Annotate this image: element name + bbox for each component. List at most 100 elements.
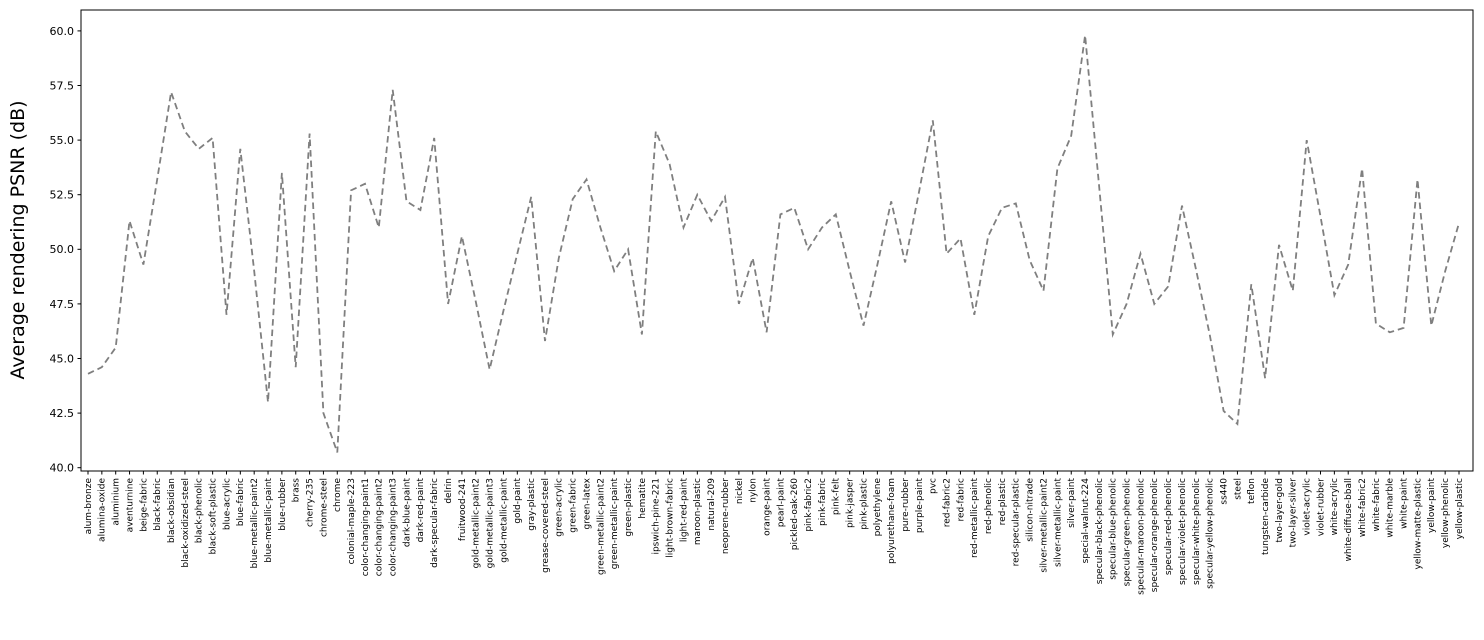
x-tick-label: alumina-oxide (98, 478, 108, 542)
x-tick-label: gold-metallic-paint (499, 478, 509, 563)
y-axis-ticks: 40.0 42.5 45.0 47.5 50.0 52.5 55.0 57.5 60.0 (50, 25, 81, 475)
x-tick-label: color-changing-paint3 (389, 478, 399, 576)
x-tick-label: red-specular-plastic (1012, 478, 1022, 566)
x-tick-label: black-obsidian (167, 478, 177, 543)
x-tick-label: alum-bronze (84, 478, 94, 535)
x-tick-label: green-metallic-paint2 (596, 478, 606, 575)
x-tick-label: black-oxidized-steel (181, 478, 191, 568)
x-tick-label: red-plastic (998, 478, 1008, 525)
x-tick-label: color-changing-paint2 (375, 478, 385, 576)
x-tick-label: black-soft-plastic (209, 478, 219, 555)
x-tick-label: dark-red-paint (416, 478, 426, 543)
x-tick-label: orange-paint (762, 478, 772, 536)
x-tick-label: pickled-oak-260 (790, 478, 800, 550)
y-tick-label: 47.5 (50, 298, 75, 311)
x-tick-label: white-diffuse-bball (1344, 478, 1354, 561)
x-tick-label: green-fabric (569, 478, 579, 533)
x-tick-label: red-phenolic (984, 478, 994, 534)
plot-border (80, 9, 1474, 472)
x-tick-label: aluminium (112, 478, 122, 526)
x-tick-label: specular-blue-phenolic (1109, 478, 1119, 580)
x-tick-label: specular-green-phenolic (1123, 478, 1133, 586)
x-tick-label: color-changing-paint1 (361, 478, 371, 576)
y-tick-label: 40.0 (50, 462, 75, 475)
y-axis-label: Average rendering PSNR (dB) (7, 100, 29, 379)
x-tick-label: polyethylene (873, 478, 883, 537)
x-tick-label: natural-209 (707, 478, 717, 531)
x-tick-label: white-fabric2 (1358, 478, 1368, 537)
x-tick-label: special-walnut-224 (1081, 478, 1091, 564)
x-tick-label: yellow-paint (1427, 478, 1437, 533)
x-tick-label: pink-jasper (846, 478, 856, 528)
x-tick-label: yellow-plastic (1455, 478, 1465, 539)
x-tick-label: pink-fabric (818, 478, 828, 526)
x-tick-label: specular-violet-phenolic (1178, 478, 1188, 585)
x-tick-label: specular-red-phenolic (1164, 478, 1174, 575)
x-tick-label: pink-plastic (859, 478, 869, 530)
x-tick-label: nickel (735, 478, 745, 504)
x-tick-label: violet-rubber (1316, 478, 1326, 537)
x-tick-label: specular-orange-phenolic (1150, 478, 1160, 592)
x-tick-label: pearl-paint (776, 478, 786, 528)
x-tick-label: black-phenolic (195, 478, 205, 543)
x-tick-label: gold-paint (513, 478, 523, 524)
y-tick-label: 60.0 (50, 25, 75, 38)
x-tick-label: gold-metallic-paint3 (485, 478, 495, 568)
x-tick-label: grease-covered-steel (541, 478, 551, 573)
x-tick-label: delrin (444, 478, 454, 504)
x-tick-label: yellow-phenolic (1441, 478, 1451, 548)
y-tick-label: 45.0 (50, 352, 75, 365)
x-tick-label: pvc (929, 478, 939, 494)
x-tick-label: specular-black-phenolic (1095, 478, 1105, 584)
x-tick-label: red-fabric (956, 478, 966, 522)
x-tick-label: specular-yellow-phenolic (1206, 478, 1216, 589)
x-tick-label: pink-fabric2 (804, 478, 814, 532)
x-tick-label: purple-paint (915, 478, 925, 534)
x-tick-label: violet-acrylic (1303, 478, 1313, 536)
x-tick-label: pure-rubber (901, 478, 911, 532)
x-tick-label: yellow-matte-plastic (1413, 478, 1423, 570)
x-tick-label: steel (1233, 478, 1243, 500)
x-tick-label: nylon (749, 478, 759, 503)
x-tick-label: gray-plastic (527, 478, 537, 531)
x-tick-label: specular-maroon-phenolic (1136, 478, 1146, 595)
x-tick-label: silver-metallic-paint2 (1039, 478, 1049, 573)
x-tick-label: light-brown-fabric (666, 478, 676, 558)
x-tick-label: blue-fabric (236, 478, 246, 526)
y-tick-label: 52.5 (50, 189, 75, 202)
y-tick-label: 50.0 (50, 243, 75, 256)
data-series (87, 35, 1460, 453)
x-tick-label: green-acrylic (555, 478, 565, 537)
x-tick-label: blue-metallic-paint2 (250, 478, 260, 568)
x-tick-label: red-fabric2 (942, 478, 952, 527)
x-tick-label: neoprene-rubber (721, 478, 731, 554)
y-tick-label: 57.5 (50, 79, 75, 92)
x-tick-label: colonial-maple-223 (347, 478, 357, 564)
x-tick-label: dark-specular-fabric (430, 478, 440, 568)
x-tick-label: brass (292, 478, 302, 503)
x-tick-label: chrome (333, 478, 343, 512)
x-tick-label: white-marble (1386, 478, 1396, 538)
x-tick-label: silicon-nitrade (1026, 478, 1036, 542)
x-tick-label: silver-paint (1067, 478, 1077, 528)
psnr-data-line (87, 35, 1460, 453)
x-tick-label: tungsten-carbide (1261, 478, 1271, 555)
x-axis-ticks: alum-bronze alumina-oxide aluminium aventur… (84, 471, 1465, 595)
x-tick-label: pink-felt (832, 478, 842, 516)
x-tick-label: teflon (1247, 478, 1257, 504)
x-tick-label: light-red-paint (679, 478, 689, 543)
x-tick-label: chrome-steel (319, 478, 329, 537)
x-tick-label: polyurethane-foam (887, 478, 897, 564)
x-tick-label: green-metallic-paint (610, 478, 620, 570)
x-tick-label: blue-metallic-paint (264, 478, 274, 563)
x-tick-label: blue-acrylic (222, 478, 232, 530)
x-tick-label: blue-rubber (278, 478, 288, 531)
x-tick-label: gold-metallic-paint2 (472, 478, 482, 568)
x-tick-label: two-layer-silver (1289, 478, 1299, 548)
x-tick-label: aventurnine (125, 478, 135, 533)
x-tick-label: green-plastic (624, 478, 634, 537)
x-tick-label: white-fabric (1372, 478, 1382, 531)
x-tick-label: ss440 (1219, 478, 1229, 505)
